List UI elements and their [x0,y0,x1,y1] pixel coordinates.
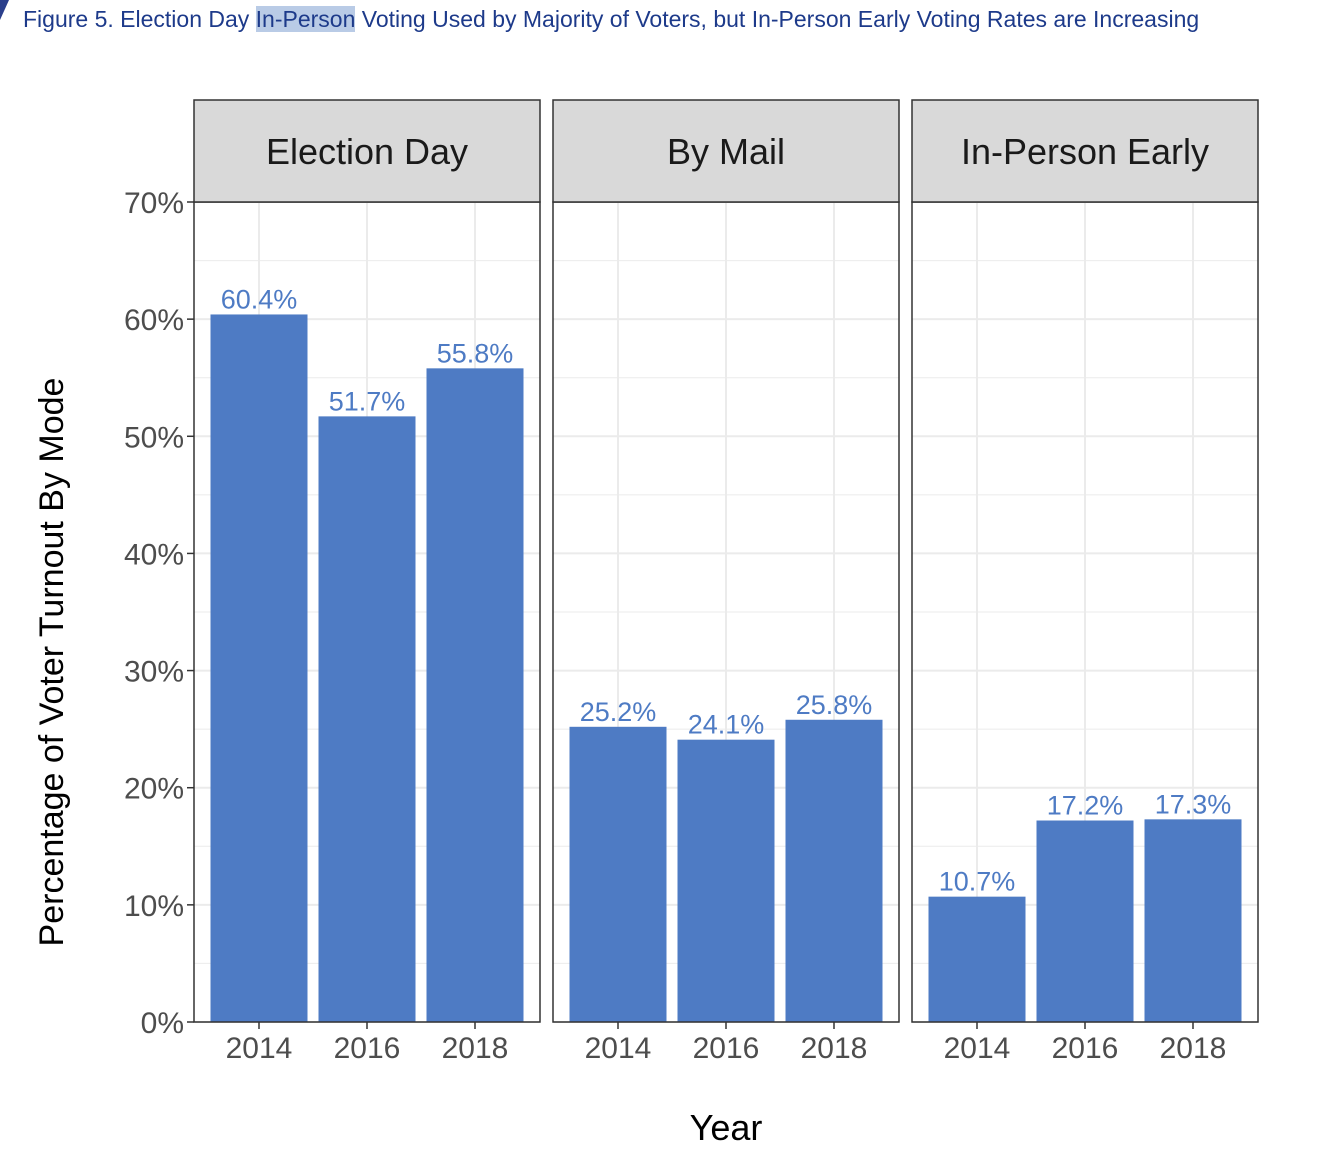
bar-election-day-2014 [210,314,308,1022]
data-label-election-day-2014: 60.4% [221,284,298,314]
x-axis-title: Year [690,1107,763,1148]
x-tick-label-in-person-early-2016: 2016 [1052,1032,1119,1065]
data-label-in-person-early-2016: 17.2% [1047,791,1124,821]
y-tick-label-30pct: 30% [124,656,184,689]
x-tick-label-in-person-early-2018: 2018 [1160,1032,1227,1065]
bar-in-person-early-2014 [928,896,1026,1022]
corner-accent-mark [0,0,9,20]
facet-title-election-day: Election Day [266,131,468,172]
bar-by-mail-2018 [785,719,883,1022]
bar-in-person-early-2018 [1144,819,1242,1022]
facet-strip-by-mail [552,99,900,203]
x-tick-label-by-mail-2016: 2016 [693,1032,760,1065]
facet-title-in-person-early: In-Person Early [961,131,1209,172]
bar-in-person-early-2016 [1036,820,1134,1022]
data-label-election-day-2018: 55.8% [437,338,514,368]
x-tick-label-by-mail-2014: 2014 [585,1032,652,1065]
y-tick-label-50pct: 50% [124,421,184,454]
data-label-in-person-early-2014: 10.7% [939,867,1016,897]
x-tick-label-election-day-2018: 2018 [442,1032,509,1065]
bar-by-mail-2014 [569,726,667,1022]
figure-caption: Figure 5. Election Day In-Person Voting … [23,2,1293,36]
y-tick-label-60pct: 60% [124,304,184,337]
data-label-by-mail-2018: 25.8% [796,690,873,720]
caption-highlighted-text: In-Person [255,6,356,32]
data-label-election-day-2016: 51.7% [329,386,406,416]
y-tick-label-70pct: 70% [124,187,184,220]
facet-title-by-mail: By Mail [667,131,785,172]
y-tick-label-20pct: 20% [124,773,184,806]
bar-by-mail-2016 [677,739,775,1022]
data-label-in-person-early-2018: 17.3% [1155,789,1232,819]
x-tick-label-election-day-2014: 2014 [226,1032,293,1065]
data-label-by-mail-2014: 25.2% [580,697,657,727]
x-tick-label-by-mail-2018: 2018 [801,1032,868,1065]
y-tick-label-10pct: 10% [124,890,184,923]
data-label-by-mail-2016: 24.1% [688,710,765,740]
bar-election-day-2018 [426,368,524,1022]
y-axis-title: Percentage of Voter Turnout By Mode [33,378,71,947]
x-tick-label-election-day-2016: 2016 [334,1032,401,1065]
facet-strip-in-person-early [911,99,1259,203]
x-tick-label-in-person-early-2014: 2014 [944,1032,1011,1065]
bar-election-day-2016 [318,416,416,1022]
caption-text-end: Voting Used by Majority of Voters, but I… [355,6,1200,32]
caption-text-start: Figure 5. Election Day [23,6,256,32]
facet-strip-election-day [193,99,541,203]
y-tick-label-0pct: 0% [141,1007,184,1040]
y-tick-label-40pct: 40% [124,538,184,571]
